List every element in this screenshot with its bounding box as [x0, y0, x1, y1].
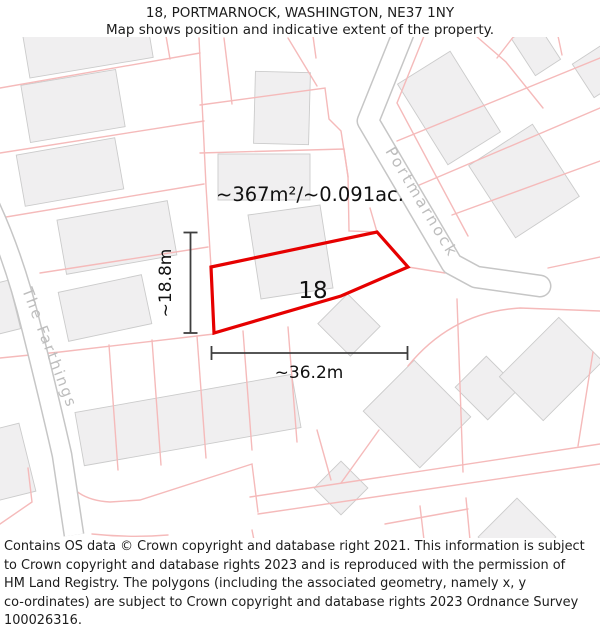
buildings-layer: [0, 14, 600, 577]
building: [0, 422, 37, 502]
property-number-label: 18: [298, 278, 327, 304]
copyright-notice: Contains OS data © Crown copyright and d…: [0, 538, 600, 625]
building: [396, 50, 502, 166]
page-subtitle: Map shows position and indicative extent…: [105, 22, 495, 38]
building: [253, 70, 311, 146]
building: [498, 316, 600, 422]
area-label: ~367m²/~0.091ac.: [216, 183, 404, 206]
building: [57, 274, 153, 342]
road-farthings: [0, 206, 83, 537]
page-title: 18, PORTMARNOCK, WASHINGTON, NE37 1NY: [145, 5, 455, 21]
roads-layer: [0, 22, 552, 537]
height-dimension-label: ~18.8m: [156, 249, 176, 318]
dimension-lines: [183, 231, 409, 360]
header: 18, PORTMARNOCK, WASHINGTON, NE37 1NY Ma…: [0, 0, 600, 38]
building-property-18: [247, 204, 334, 300]
building: [571, 41, 600, 99]
building: [20, 68, 126, 144]
building: [362, 359, 472, 469]
building: [15, 137, 125, 207]
width-dimension-label: ~36.2m: [275, 363, 344, 383]
road-portmarnock: [358, 24, 550, 296]
building-terrace-row: [74, 373, 302, 467]
property-boundary-polygon: [209, 230, 411, 336]
building: [454, 355, 520, 421]
building: [217, 153, 311, 201]
building: [317, 293, 381, 357]
building: [313, 460, 369, 516]
